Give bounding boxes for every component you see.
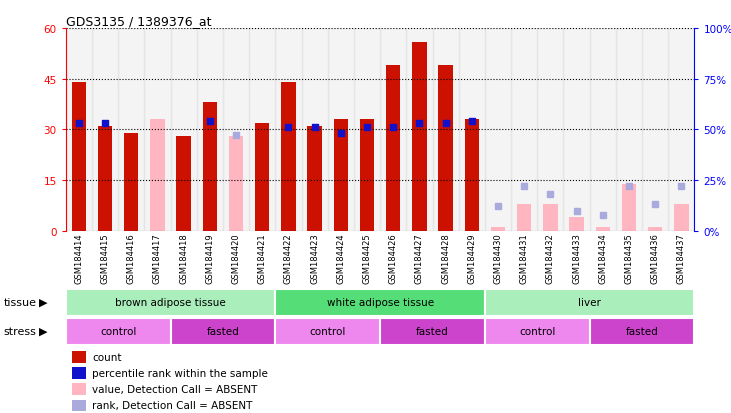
Bar: [327, 29, 354, 231]
Text: GDS3135 / 1389376_at: GDS3135 / 1389376_at: [66, 15, 211, 28]
Point: [545, 192, 556, 198]
Bar: [145, 29, 170, 231]
Bar: [433, 29, 459, 231]
Bar: [72, 384, 86, 395]
Point: [387, 125, 399, 131]
Point: [99, 121, 111, 127]
Bar: [276, 318, 380, 345]
Point: [649, 202, 661, 208]
Point: [335, 131, 346, 138]
Text: control: control: [309, 326, 346, 337]
Point: [675, 183, 687, 190]
Text: percentile rank within the sample: percentile rank within the sample: [92, 368, 268, 378]
Text: stress: stress: [4, 326, 37, 336]
Point: [466, 119, 477, 125]
Point: [440, 121, 452, 127]
Bar: [412, 43, 427, 231]
Bar: [170, 29, 197, 231]
Bar: [543, 204, 558, 231]
Bar: [98, 127, 113, 231]
Bar: [485, 29, 511, 231]
Bar: [118, 29, 144, 231]
Bar: [72, 368, 86, 379]
Text: control: control: [519, 326, 556, 337]
Bar: [465, 120, 479, 231]
Bar: [360, 120, 374, 231]
Text: liver: liver: [578, 297, 601, 308]
Point: [308, 125, 320, 131]
Text: white adipose tissue: white adipose tissue: [327, 297, 433, 308]
Point: [361, 125, 373, 131]
Bar: [485, 318, 590, 345]
Bar: [590, 318, 694, 345]
Bar: [66, 29, 92, 231]
Text: ▶: ▶: [39, 297, 48, 307]
Bar: [674, 204, 689, 231]
Text: tissue: tissue: [4, 297, 37, 307]
Bar: [459, 29, 485, 231]
Bar: [92, 29, 118, 231]
Point: [204, 119, 216, 125]
Bar: [72, 351, 86, 363]
Bar: [276, 29, 301, 231]
Bar: [255, 123, 270, 231]
Text: value, Detection Call = ABSENT: value, Detection Call = ABSENT: [92, 385, 257, 394]
Text: fasted: fasted: [207, 326, 239, 337]
Bar: [511, 29, 537, 231]
Bar: [380, 318, 485, 345]
Bar: [648, 228, 662, 231]
Bar: [66, 318, 170, 345]
Bar: [333, 120, 348, 231]
Point: [518, 183, 530, 190]
Bar: [354, 29, 380, 231]
Bar: [564, 29, 590, 231]
Text: control: control: [100, 326, 137, 337]
Bar: [202, 103, 217, 231]
Bar: [176, 137, 191, 231]
Bar: [596, 228, 610, 231]
Bar: [485, 289, 694, 316]
Bar: [380, 29, 406, 231]
Bar: [622, 184, 636, 231]
Bar: [301, 29, 327, 231]
Text: ▶: ▶: [39, 326, 48, 336]
Point: [597, 212, 609, 218]
Text: fasted: fasted: [416, 326, 449, 337]
Point: [230, 133, 242, 140]
Bar: [229, 137, 243, 231]
Bar: [406, 29, 433, 231]
Bar: [276, 289, 485, 316]
Bar: [66, 289, 276, 316]
Bar: [151, 120, 164, 231]
Bar: [197, 29, 223, 231]
Bar: [537, 29, 564, 231]
Bar: [569, 218, 584, 231]
Bar: [249, 29, 276, 231]
Bar: [124, 133, 138, 231]
Bar: [491, 228, 505, 231]
Bar: [308, 127, 322, 231]
Point: [571, 208, 583, 214]
Bar: [72, 399, 86, 411]
Bar: [668, 29, 694, 231]
Text: fasted: fasted: [626, 326, 659, 337]
Bar: [170, 318, 276, 345]
Bar: [616, 29, 642, 231]
Point: [623, 183, 635, 190]
Bar: [386, 66, 401, 231]
Bar: [439, 66, 452, 231]
Text: count: count: [92, 352, 121, 362]
Point: [73, 121, 85, 127]
Bar: [642, 29, 668, 231]
Bar: [72, 83, 86, 231]
Point: [492, 204, 504, 210]
Bar: [223, 29, 249, 231]
Text: brown adipose tissue: brown adipose tissue: [115, 297, 226, 308]
Point: [283, 125, 295, 131]
Text: rank, Detection Call = ABSENT: rank, Detection Call = ABSENT: [92, 400, 253, 410]
Bar: [281, 83, 295, 231]
Point: [414, 121, 425, 127]
Bar: [517, 204, 531, 231]
Bar: [590, 29, 616, 231]
